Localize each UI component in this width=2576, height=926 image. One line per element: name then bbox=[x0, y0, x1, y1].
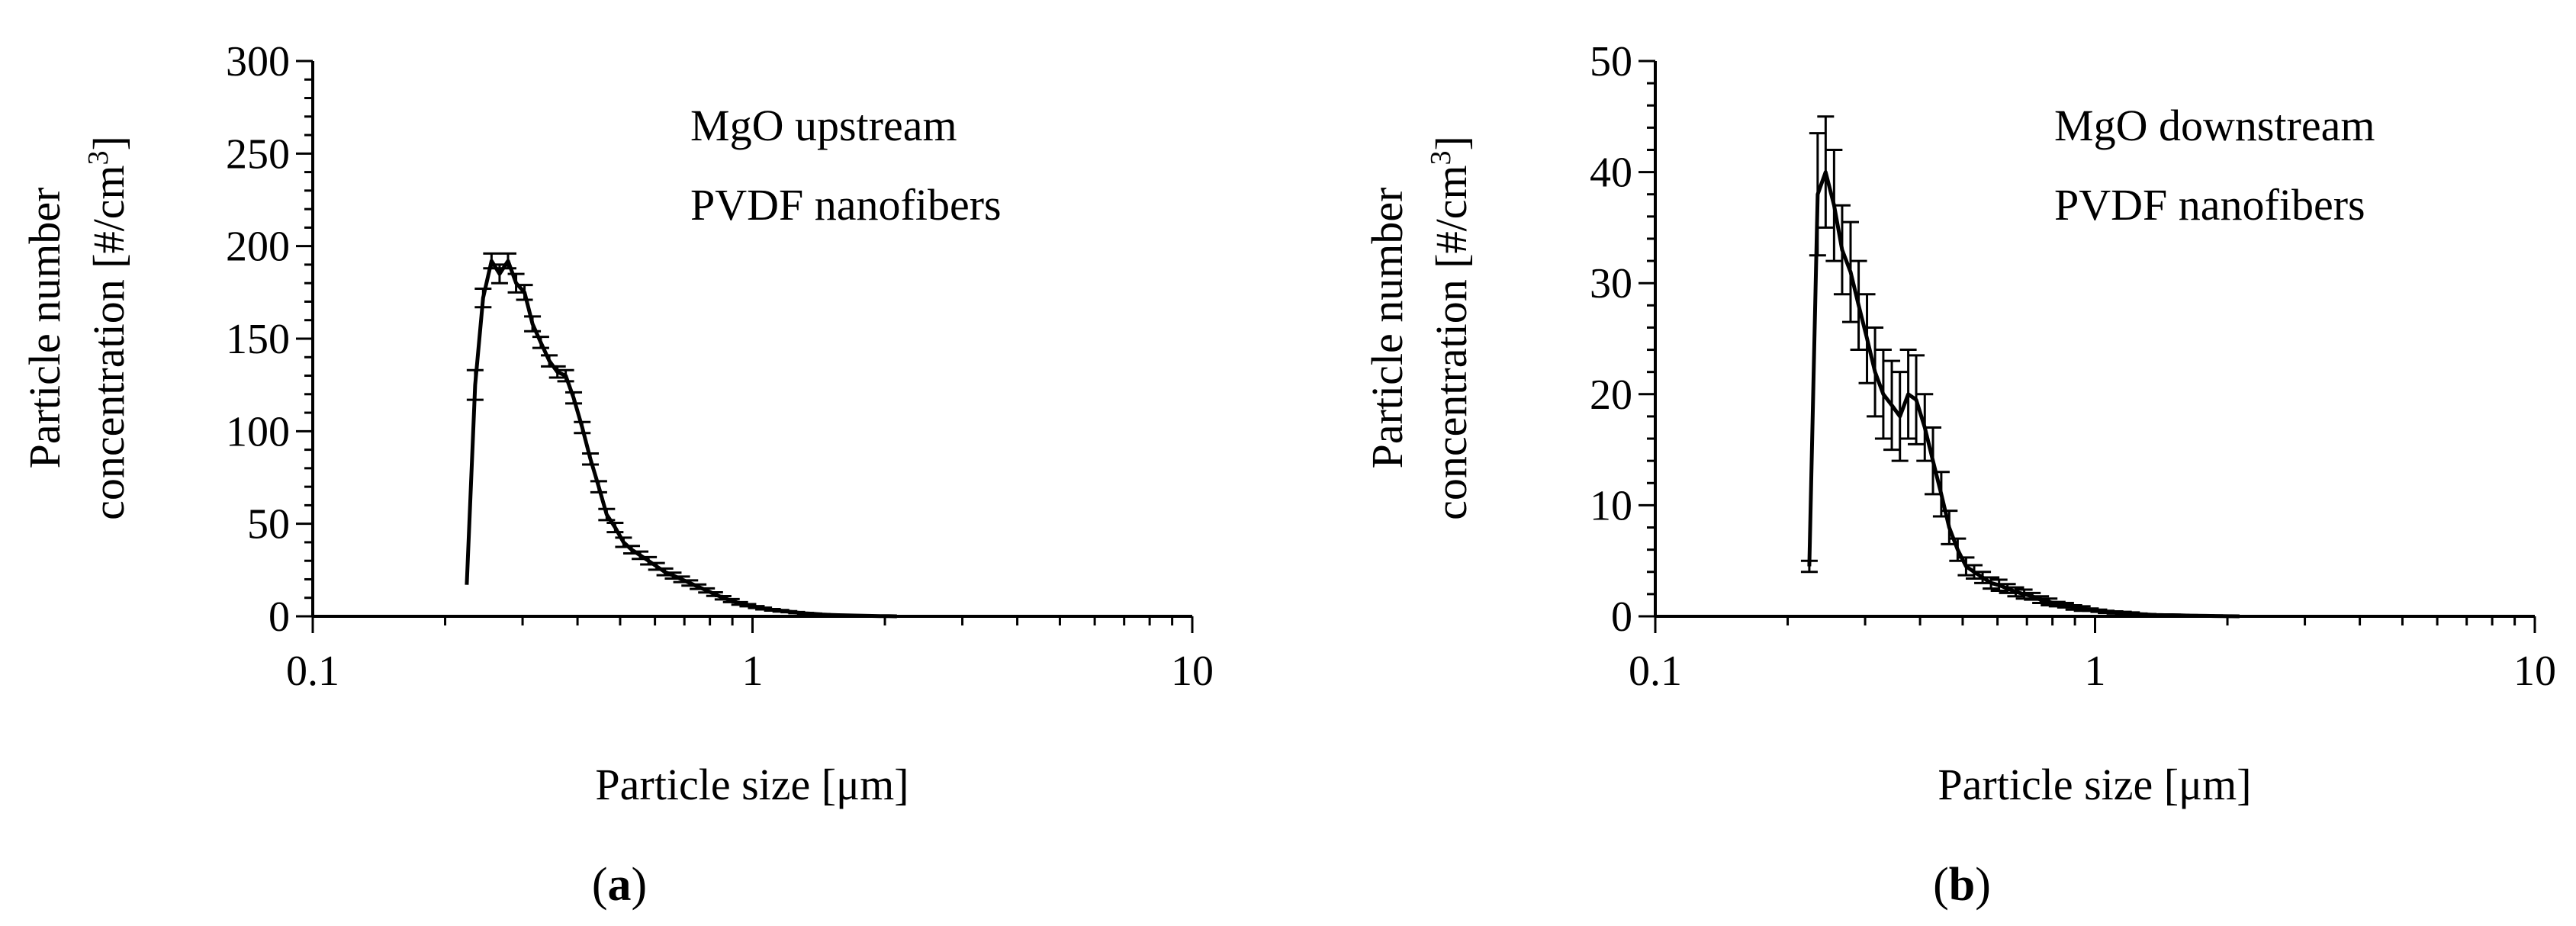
y-tick-label: 40 bbox=[1590, 150, 1632, 197]
y-axis-title-line2: concentration [#/cm3] bbox=[1425, 136, 1476, 520]
y-tick-label: 200 bbox=[226, 223, 290, 271]
y-axis-title-line1: Particle number bbox=[1362, 188, 1412, 469]
y-ticks: 0 10 20 30 40 50 bbox=[1590, 38, 1655, 641]
x-axis-title: Particle size [μm] bbox=[595, 760, 909, 809]
y-tick-label: 50 bbox=[1590, 38, 1632, 85]
x-tick-label: 0.1 bbox=[286, 648, 339, 695]
x-axis-title: Particle size [μm] bbox=[1938, 760, 2251, 809]
annotation-line1: MgO downstream bbox=[2054, 101, 2375, 150]
x-tick-label: 1 bbox=[2085, 648, 2106, 695]
y-tick-label: 50 bbox=[247, 501, 290, 548]
y-axis-title-line1: Particle number bbox=[20, 188, 69, 469]
series-line bbox=[465, 259, 897, 619]
y-axis-title-line2: concentration [#/cm3] bbox=[82, 136, 133, 520]
annotation-line2: PVDF nanofibers bbox=[2054, 180, 2365, 230]
x-tick-label: 10 bbox=[2513, 648, 2556, 695]
chart-panel-b: Particle number concentration [#/cm3] 0 1… bbox=[1362, 38, 2556, 911]
y-tick-label: 100 bbox=[226, 408, 290, 455]
panel-label: (b) bbox=[1933, 859, 1991, 911]
x-tick-label: 0.1 bbox=[1629, 648, 1682, 695]
y-tick-label: 250 bbox=[226, 130, 290, 178]
x-tick-label: 10 bbox=[1171, 648, 1214, 695]
y-tick-label: 0 bbox=[1611, 593, 1632, 641]
y-tick-label: 300 bbox=[226, 38, 290, 85]
y-tick-label: 150 bbox=[226, 316, 290, 363]
y-tick-label: 0 bbox=[269, 593, 290, 641]
annotation-line2: PVDF nanofibers bbox=[690, 180, 1002, 230]
chart-panel-a: Particle number concentration [#/cm3] 0 5… bbox=[20, 38, 1214, 911]
y-tick-label: 30 bbox=[1590, 260, 1632, 307]
x-ticks: 0.1 1 10 bbox=[286, 616, 1214, 695]
annotation-line1: MgO upstream bbox=[690, 101, 957, 150]
y-ticks: 0 50 100 150 200 250 300 bbox=[226, 38, 313, 641]
y-tick-label: 20 bbox=[1590, 371, 1632, 419]
series-line bbox=[1807, 170, 2240, 619]
x-tick-label: 1 bbox=[742, 648, 764, 695]
x-ticks: 0.1 1 10 bbox=[1629, 616, 2556, 695]
panel-label: (a) bbox=[592, 859, 647, 911]
y-tick-label: 10 bbox=[1590, 482, 1632, 529]
error-bars bbox=[466, 252, 897, 618]
